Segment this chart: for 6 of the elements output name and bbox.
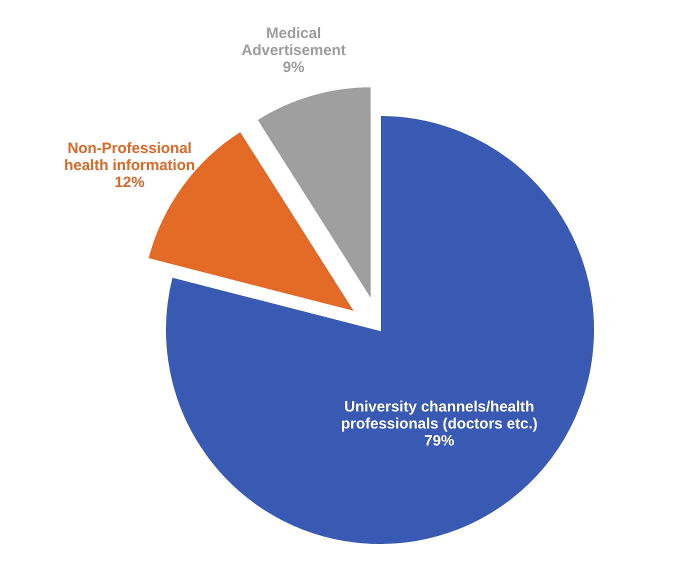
data-label: 12% — [114, 174, 145, 192]
slice-label: Non-Professional health information — [64, 140, 196, 174]
slice-label: University channels/health professionals (doctors etc.) — [340, 398, 538, 432]
slice-label: Medical Advertisement — [242, 24, 346, 59]
data-label: 9% — [282, 58, 304, 76]
data-label: 79% — [424, 432, 454, 450]
